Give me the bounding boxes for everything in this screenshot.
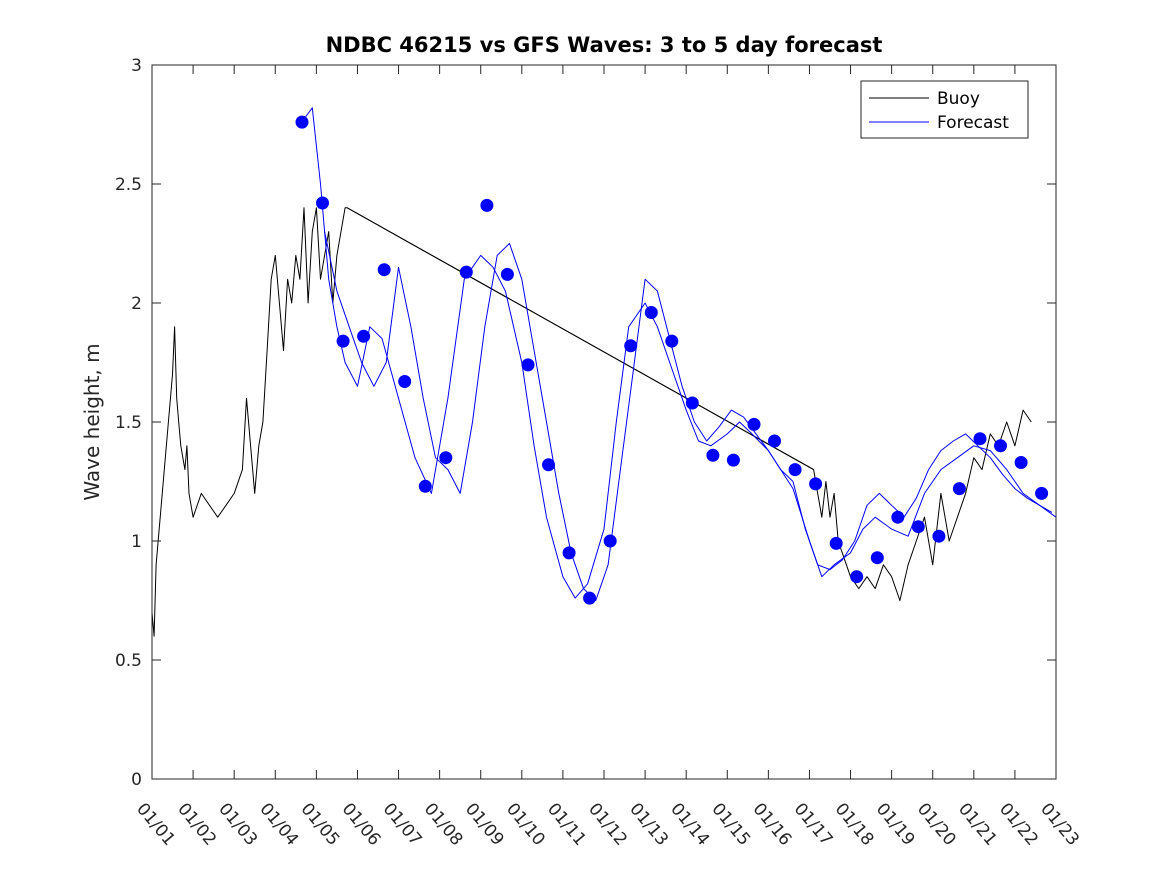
- forecast-marker: [377, 263, 391, 277]
- forecast-line-2: [299, 107, 1057, 599]
- forecast-marker: [418, 479, 432, 493]
- forecast-marker: [788, 463, 802, 477]
- forecast-marker: [1014, 456, 1028, 469]
- forecast-marker: [891, 510, 905, 524]
- forecast-marker: [665, 334, 679, 348]
- forecast-marker: [562, 546, 576, 560]
- forecast-marker: [357, 329, 371, 343]
- y-tick-label: 0: [131, 770, 142, 790]
- forecast-marker: [706, 448, 720, 462]
- y-tick-label: 2: [131, 294, 142, 314]
- y-tick-label: 0.5: [115, 651, 142, 671]
- legend-label-buoy: Buoy: [937, 89, 980, 109]
- forecast-marker: [603, 534, 617, 548]
- forecast-marker: [542, 458, 555, 472]
- forecast-marker: [500, 267, 514, 281]
- forecast-marker: [747, 417, 761, 431]
- plot-area: [152, 65, 1056, 779]
- forecast-marker: [994, 439, 1007, 453]
- forecast-marker: [480, 198, 494, 212]
- chart-title: NDBC 46215 vs GFS Waves: 3 to 5 day fore…: [326, 33, 883, 57]
- forecast-marker: [829, 536, 843, 550]
- forecast-marker: [850, 570, 864, 584]
- forecast-marker: [1035, 486, 1049, 500]
- forecast-marker: [809, 477, 823, 491]
- forecast-marker: [644, 306, 658, 319]
- forecast-marker: [459, 265, 473, 279]
- legend: Buoy Forecast: [860, 80, 1029, 139]
- forecast-marker: [870, 551, 884, 565]
- forecast-marker: [624, 339, 638, 353]
- legend-label-forecast: Forecast: [937, 113, 1009, 133]
- y-tick-label: 3: [131, 56, 142, 76]
- forecast-marker: [521, 358, 535, 372]
- forecast-marker: [398, 375, 412, 388]
- y-axis-label: Wave height, m: [80, 343, 104, 500]
- forecast-marker: [932, 529, 946, 543]
- forecast-marker: [685, 396, 699, 410]
- forecast-marker: [583, 591, 597, 605]
- forecast-marker: [316, 196, 329, 210]
- forecast-marker: [726, 453, 740, 467]
- y-tick-label: 2.5: [115, 175, 142, 195]
- forecast-marker: [768, 434, 781, 448]
- forecast-marker: [952, 482, 966, 496]
- buoy-line-0: [151, 207, 1032, 637]
- forecast-marker: [911, 520, 925, 534]
- forecast-marker: [439, 451, 453, 465]
- forecast-marker: [336, 334, 350, 348]
- forecast-marker: [973, 432, 987, 446]
- y-tick-label: 1.5: [115, 413, 142, 433]
- legend-box: [860, 80, 1029, 139]
- y-tick-label: 1: [131, 532, 142, 552]
- series-layer: [151, 107, 1057, 637]
- forecast-marker: [295, 115, 309, 129]
